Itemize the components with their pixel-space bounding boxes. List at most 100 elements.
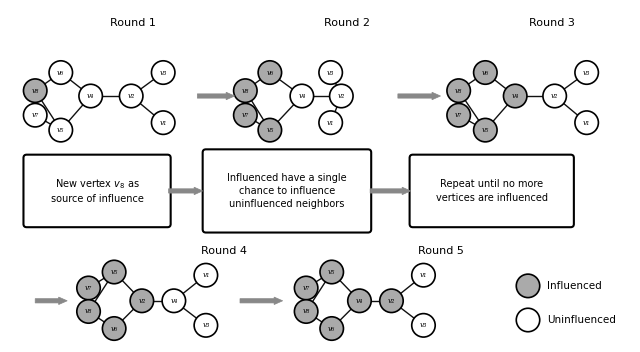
Circle shape — [79, 84, 102, 108]
Text: Uninfluenced: Uninfluenced — [547, 315, 616, 325]
Circle shape — [320, 317, 344, 340]
Text: v₆: v₆ — [266, 69, 273, 76]
Circle shape — [516, 274, 540, 297]
Text: v₅: v₅ — [328, 268, 335, 276]
Text: v₄: v₄ — [170, 297, 177, 305]
Text: v₇: v₇ — [85, 284, 92, 292]
Circle shape — [24, 79, 47, 102]
Circle shape — [77, 276, 100, 300]
Text: v₂: v₂ — [338, 92, 345, 100]
Circle shape — [575, 61, 598, 84]
Text: v₈: v₈ — [242, 87, 249, 95]
Circle shape — [194, 314, 218, 337]
Text: Repeat until no more
vertices are influenced: Repeat until no more vertices are influe… — [436, 179, 548, 202]
Text: v₃: v₃ — [583, 69, 590, 76]
Circle shape — [258, 61, 282, 84]
Text: v₆: v₆ — [482, 69, 489, 76]
Circle shape — [380, 289, 403, 313]
Circle shape — [348, 289, 371, 313]
Text: v₂: v₂ — [127, 92, 135, 100]
FancyArrow shape — [370, 187, 411, 195]
Text: v₁: v₁ — [327, 119, 334, 127]
Circle shape — [234, 103, 257, 127]
Text: v₅: v₅ — [266, 126, 273, 134]
Text: v₇: v₇ — [242, 111, 249, 119]
Circle shape — [49, 118, 72, 142]
Text: Round 3: Round 3 — [529, 18, 575, 29]
FancyArrow shape — [168, 187, 203, 195]
Text: v₆: v₆ — [57, 69, 65, 76]
Text: v₈: v₈ — [303, 307, 310, 315]
Circle shape — [162, 289, 186, 313]
Text: v₄: v₄ — [511, 92, 519, 100]
Circle shape — [120, 84, 143, 108]
Circle shape — [319, 61, 342, 84]
Text: v₈: v₈ — [85, 307, 92, 315]
Text: v₃: v₃ — [420, 321, 427, 329]
Text: Round 1: Round 1 — [110, 18, 156, 29]
Circle shape — [412, 314, 435, 337]
Circle shape — [194, 263, 218, 287]
Text: v₆: v₆ — [328, 325, 335, 333]
Circle shape — [152, 111, 175, 134]
Circle shape — [24, 103, 47, 127]
Circle shape — [575, 111, 598, 134]
Text: Influenced: Influenced — [547, 281, 602, 291]
Text: v₂: v₂ — [551, 92, 558, 100]
Circle shape — [320, 260, 344, 284]
Text: v₄: v₄ — [87, 92, 94, 100]
Text: Round 4: Round 4 — [201, 246, 247, 256]
Circle shape — [49, 61, 72, 84]
Text: v₄: v₄ — [298, 92, 305, 100]
Text: v₃: v₃ — [327, 69, 334, 76]
Text: v₂: v₂ — [138, 297, 145, 305]
FancyArrow shape — [398, 92, 440, 100]
Text: v₅: v₅ — [111, 268, 118, 276]
Text: v₈: v₈ — [455, 87, 462, 95]
Text: Influenced have a single
chance to influence
uninfluenced neighbors: Influenced have a single chance to influ… — [227, 173, 347, 209]
Text: v₃: v₃ — [202, 321, 209, 329]
Text: v₁: v₁ — [159, 119, 167, 127]
FancyArrow shape — [35, 297, 67, 304]
Text: v₇: v₇ — [31, 111, 39, 119]
Circle shape — [290, 84, 314, 108]
Text: Round 5: Round 5 — [417, 246, 463, 256]
Text: v₈: v₈ — [31, 87, 39, 95]
FancyBboxPatch shape — [24, 155, 171, 227]
Text: v₁: v₁ — [583, 119, 590, 127]
Circle shape — [152, 61, 175, 84]
Circle shape — [474, 118, 497, 142]
Circle shape — [102, 260, 126, 284]
Text: Round 2: Round 2 — [324, 18, 370, 29]
Circle shape — [319, 111, 342, 134]
FancyArrow shape — [240, 297, 283, 304]
Text: v₇: v₇ — [455, 111, 462, 119]
Text: v₁: v₁ — [420, 271, 427, 279]
Circle shape — [258, 118, 282, 142]
Circle shape — [543, 84, 566, 108]
Text: v₂: v₂ — [388, 297, 395, 305]
Text: v₇: v₇ — [303, 284, 310, 292]
Text: v₅: v₅ — [57, 126, 65, 134]
Circle shape — [77, 300, 100, 323]
Text: v₁: v₁ — [202, 271, 209, 279]
FancyBboxPatch shape — [410, 155, 574, 227]
Circle shape — [474, 61, 497, 84]
Circle shape — [294, 276, 318, 300]
Text: v₃: v₃ — [159, 69, 167, 76]
Circle shape — [330, 84, 353, 108]
FancyArrow shape — [197, 92, 235, 100]
Circle shape — [234, 79, 257, 102]
Text: New vertex $v_8$ as
source of influence: New vertex $v_8$ as source of influence — [51, 177, 143, 205]
Text: v₅: v₅ — [482, 126, 489, 134]
Circle shape — [447, 79, 470, 102]
Circle shape — [102, 317, 126, 340]
Text: v₆: v₆ — [111, 325, 118, 333]
Circle shape — [504, 84, 527, 108]
Text: v₄: v₄ — [356, 297, 363, 305]
Circle shape — [447, 103, 470, 127]
Circle shape — [130, 289, 154, 313]
Circle shape — [412, 263, 435, 287]
FancyBboxPatch shape — [203, 149, 371, 233]
Circle shape — [516, 308, 540, 332]
